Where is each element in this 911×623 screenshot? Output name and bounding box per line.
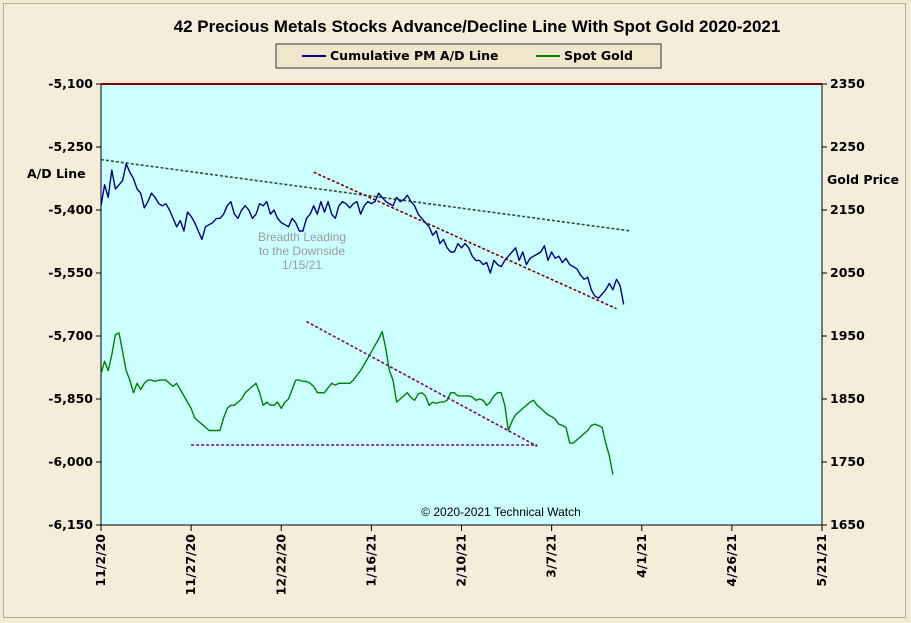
annotation-line: 1/15/21 <box>282 258 322 272</box>
left-tick-label: -5,400 <box>48 202 93 217</box>
spot-gold-series <box>100 330 614 475</box>
ad-line-series <box>100 163 625 305</box>
right-axis-title: Gold Price <box>827 172 899 187</box>
x-tick-label: 1/16/21 <box>363 534 378 587</box>
left-tick-label: -5,850 <box>48 391 93 406</box>
copyright-text: © 2020-2021 Technical Watch <box>421 505 581 519</box>
annotation-line: Breadth Leading <box>258 230 346 244</box>
left-tick-label: -6,150 <box>48 517 93 532</box>
right-tick-label: 1650 <box>830 517 865 532</box>
left-tick-label: -5,100 <box>48 76 93 91</box>
left-axis-ticks: -5,100 -5,250 -5,400 -5,550 -5,700 -5,850 -6,0… <box>48 76 101 532</box>
right-tick-label: 1850 <box>830 391 865 406</box>
trendline-2 <box>313 171 617 310</box>
x-axis-ticks: 11/2/20 11/27/20 12/22/20 1/16/21 2/10/21 3/7… <box>93 525 829 595</box>
left-tick-label: -6,000 <box>48 454 93 469</box>
legend-box <box>275 43 662 69</box>
chart: 42 Precious Metals Stocks Advance/Declin… <box>27 17 899 595</box>
right-tick-label: 1750 <box>830 454 865 469</box>
right-tick-label: 2350 <box>830 76 865 91</box>
x-tick-label: 4/26/21 <box>724 534 739 587</box>
annotation-line: to the Downside <box>259 244 345 258</box>
legend: Cumulative PM A/D Line Spot Gold <box>275 43 662 69</box>
left-tick-label: -5,250 <box>48 139 93 154</box>
legend-label-ad: Cumulative PM A/D Line <box>330 48 499 63</box>
right-axis-ticks: 2350 2250 2150 2050 1950 1850 1750 1650 <box>822 76 865 532</box>
right-tick-label: 1950 <box>830 328 865 343</box>
chart-frame: 42 Precious Metals Stocks Advance/Declin… <box>3 3 906 618</box>
plot-area <box>100 83 823 526</box>
trendline-3 <box>306 320 538 447</box>
right-tick-label: 2050 <box>830 265 865 280</box>
x-tick-label: 11/2/20 <box>93 534 108 587</box>
left-tick-label: -5,700 <box>48 328 93 343</box>
legend-label-gold: Spot Gold <box>564 48 633 63</box>
right-tick-label: 2150 <box>830 202 865 217</box>
x-tick-label: 5/21/21 <box>814 534 829 587</box>
series <box>100 163 625 475</box>
chart-title: 42 Precious Metals Stocks Advance/Declin… <box>174 17 781 36</box>
x-tick-label: 12/22/20 <box>273 534 288 596</box>
right-tick-label: 2250 <box>830 139 865 154</box>
chart-annotation: Breadth Leading to the Downside 1/15/21 <box>258 230 346 272</box>
x-tick-label: 11/27/20 <box>183 534 198 596</box>
x-tick-label: 4/1/21 <box>634 534 649 578</box>
trendlines <box>100 158 632 447</box>
x-tick-label: 2/10/21 <box>454 534 469 587</box>
left-axis-title: A/D Line <box>27 166 86 181</box>
x-tick-label: 3/7/21 <box>544 534 559 578</box>
left-tick-label: -5,550 <box>48 265 93 280</box>
